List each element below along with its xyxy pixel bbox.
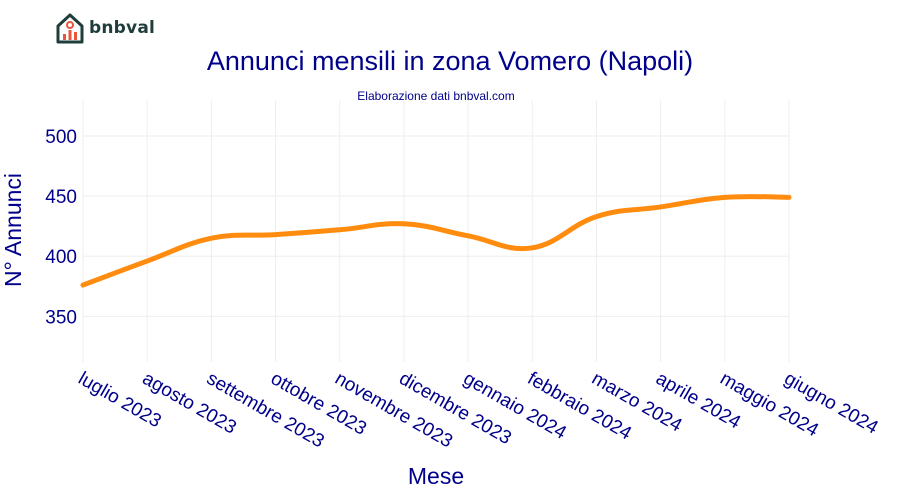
y-tick-label: 400	[45, 247, 77, 268]
y-axis-ticks: 350 400 450 500	[45, 127, 77, 328]
house-chart-icon	[56, 13, 84, 44]
chart-subtitle: Elaborazione dati bnbval.com	[357, 89, 514, 103]
x-axis-label: Mese	[408, 463, 464, 489]
series-layer	[80, 193, 792, 288]
brand-logo: bnbval	[55, 12, 155, 44]
brand-name: bnbval	[89, 18, 156, 38]
chart-title: Annunci mensili in zona Vomero (Napoli)	[207, 46, 693, 76]
y-tick-label: 500	[45, 127, 77, 148]
y-axis-label: N° Annunci	[0, 173, 26, 287]
y-tick-label: 450	[45, 187, 77, 208]
series-line	[80, 193, 792, 288]
y-tick-label: 350	[45, 307, 77, 328]
